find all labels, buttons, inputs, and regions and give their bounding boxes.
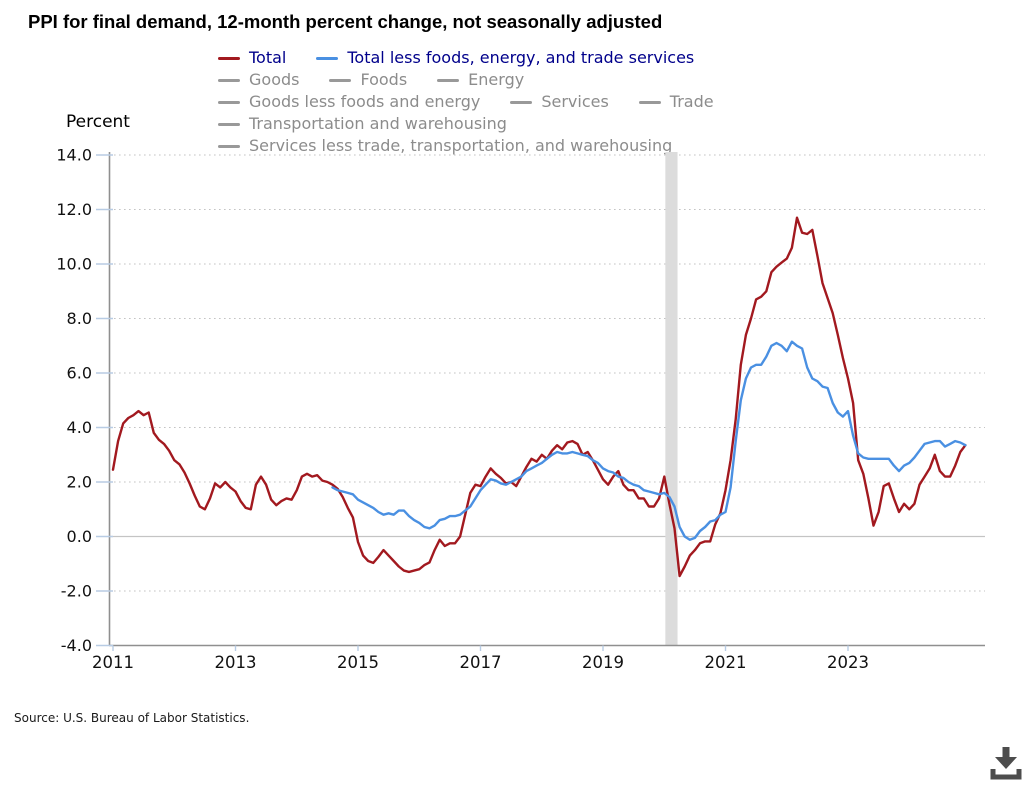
x-tick-label: 2019 — [582, 653, 624, 672]
legend-row: Goods less foods and energy Services Tra… — [218, 91, 714, 113]
y-axis-title: Percent — [66, 112, 130, 132]
legend-label: Transportation and warehousing — [249, 114, 507, 133]
legend-label: Services less trade, transportation, and… — [249, 136, 673, 155]
y-tick-label: 12.0 — [56, 200, 92, 219]
chart-title: PPI for final demand, 12-month percent c… — [28, 11, 663, 32]
y-tick-label: 10.0 — [56, 255, 92, 274]
recession-band — [665, 152, 678, 646]
legend-row: Total Total less foods, energy, and trad… — [218, 47, 714, 69]
y-tick-label: -2.0 — [61, 582, 92, 601]
x-tick-label: 2021 — [705, 653, 747, 672]
legend-label: Services — [541, 92, 609, 111]
x-tick-label: 2017 — [460, 653, 502, 672]
y-tick-label: 2.0 — [67, 473, 92, 492]
line-swatch-icon — [510, 100, 533, 104]
legend-item-foods[interactable]: Foods — [329, 69, 407, 91]
line-swatch-icon — [218, 100, 240, 104]
line-swatch-icon — [218, 56, 240, 60]
legend-label: Trade — [669, 92, 714, 111]
legend-row: Transportation and warehousing — [218, 113, 714, 135]
legend-item-services[interactable]: Services — [510, 91, 609, 113]
line-swatch-icon — [316, 56, 339, 60]
x-tick-label: 2023 — [827, 653, 869, 672]
line-swatch-icon — [218, 122, 240, 126]
legend: Total Total less foods, energy, and trad… — [218, 47, 714, 157]
legend-item-total[interactable]: Total — [218, 47, 286, 69]
legend-label: Total less foods, energy, and trade serv… — [347, 48, 695, 67]
x-tick-label: 2015 — [337, 653, 379, 672]
y-tick-label: 6.0 — [67, 364, 92, 383]
download-icon[interactable] — [990, 745, 1022, 781]
legend-label: Goods less foods and energy — [249, 92, 481, 111]
legend-label: Energy — [468, 70, 525, 89]
series-line-total-less-foods-energy-and-trade-services — [331, 340, 967, 541]
legend-item-goods-less-foods-energy[interactable]: Goods less foods and energy — [218, 91, 480, 113]
legend-item-transportation-warehousing[interactable]: Transportation and warehousing — [218, 113, 507, 135]
legend-row: Services less trade, transportation, and… — [218, 135, 714, 157]
line-swatch-icon — [638, 100, 661, 104]
legend-label: Goods — [249, 70, 300, 89]
y-tick-label: 14.0 — [56, 146, 92, 165]
legend-item-energy[interactable]: Energy — [437, 69, 524, 91]
legend-item-total-less-foods-energy-trade[interactable]: Total less foods, energy, and trade serv… — [316, 47, 694, 69]
x-tick-label: 2011 — [92, 653, 134, 672]
line-swatch-icon — [329, 78, 352, 82]
source-note: Source: U.S. Bureau of Labor Statistics. — [14, 711, 250, 725]
y-tick-label: 8.0 — [67, 309, 92, 328]
y-tick-label: -4.0 — [61, 636, 92, 655]
line-swatch-icon — [218, 78, 240, 82]
x-tick-label: 2013 — [215, 653, 257, 672]
series-line-total — [111, 216, 967, 578]
line-swatch-icon — [218, 144, 240, 148]
legend-label: Total — [249, 48, 287, 67]
legend-item-services-less-trade-transp-warehousing[interactable]: Services less trade, transportation, and… — [218, 135, 672, 157]
line-swatch-icon — [437, 78, 460, 82]
legend-row: Goods Foods Energy — [218, 69, 714, 91]
legend-label: Foods — [360, 70, 408, 89]
legend-item-goods[interactable]: Goods — [218, 69, 299, 91]
legend-item-trade[interactable]: Trade — [638, 91, 714, 113]
y-tick-label: 0.0 — [67, 527, 92, 546]
y-tick-label: 4.0 — [67, 418, 92, 437]
